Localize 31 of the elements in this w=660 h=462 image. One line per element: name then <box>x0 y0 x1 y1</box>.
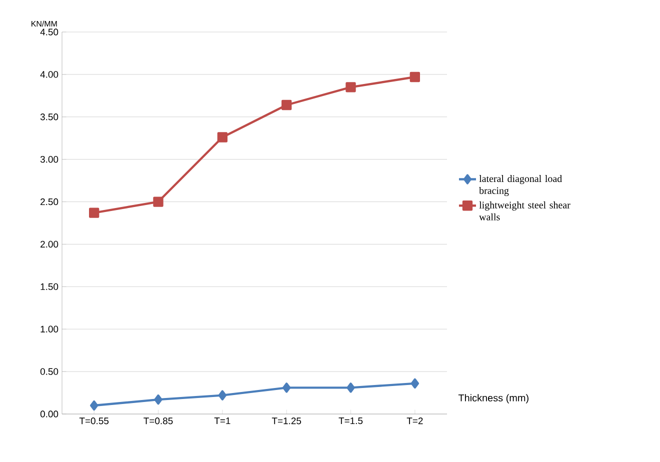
point <box>410 378 419 389</box>
x-axis-title: Thickness (mm) <box>458 394 528 404</box>
point <box>90 400 98 411</box>
point <box>218 390 226 400</box>
point <box>154 394 162 405</box>
legend-label: lateral diagonal load bracing <box>479 175 562 196</box>
y-tick-label: 1.00 <box>40 326 58 332</box>
point <box>153 196 164 207</box>
x-tick-label: T=2 <box>406 418 423 424</box>
x-tick-label: T=0.85 <box>144 418 173 424</box>
y-tick-label: 3.00 <box>40 156 58 163</box>
point <box>217 132 228 142</box>
x-tick-label: T=0.55 <box>79 418 109 424</box>
y-tick-label: 1.50 <box>40 283 58 290</box>
point <box>346 82 356 92</box>
point <box>282 100 292 110</box>
point <box>346 382 355 393</box>
y-tick-label: 0.00 <box>40 410 58 418</box>
x-tick-label: T=1.25 <box>272 418 302 424</box>
point <box>410 72 420 82</box>
legend-label: lightweight steel shear walls <box>479 201 570 220</box>
point <box>282 382 291 393</box>
point <box>89 208 100 218</box>
y-tick-label: 4.00 <box>40 71 58 78</box>
y-tick-label: 2.50 <box>40 198 58 206</box>
x-tick-label: T=1.5 <box>338 418 363 424</box>
y-tick-label: 4.50 <box>40 28 58 36</box>
y-tick-label: 3.50 <box>40 114 58 120</box>
x-tick-label: T=1 <box>214 418 230 424</box>
y-tick-label: 2.00 <box>40 240 58 248</box>
y-tick-label: 0.50 <box>40 368 58 375</box>
